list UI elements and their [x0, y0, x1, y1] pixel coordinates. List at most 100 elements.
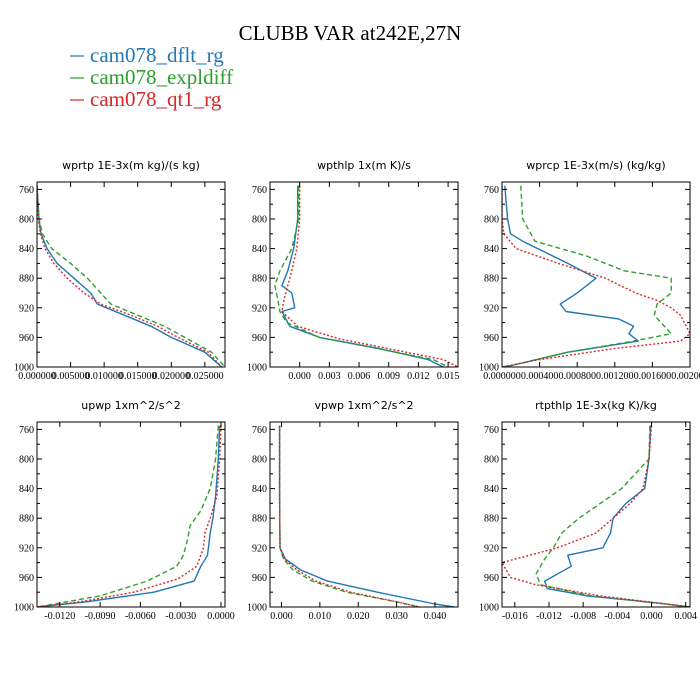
- x-tick-label: 0.004: [674, 611, 697, 622]
- y-tick-label: 880: [19, 514, 34, 525]
- y-tick-label: 960: [19, 333, 34, 344]
- y-tick-label: 960: [252, 573, 267, 584]
- series-line-cam078_expldiff: [37, 425, 219, 607]
- y-tick-label: 760: [484, 185, 499, 196]
- figure-title: CLUBB VAR at242E,27N: [239, 21, 462, 45]
- x-tick-label: -0.0030: [165, 611, 196, 622]
- y-tick-label: 960: [252, 333, 267, 344]
- x-tick-label: -0.004: [604, 611, 630, 622]
- x-tick-label: 0.015000: [119, 371, 157, 382]
- plot-frame: [501, 181, 691, 368]
- x-tick-label: -0.012: [536, 611, 562, 622]
- y-tick-label: 920: [252, 303, 267, 314]
- y-tick-label: 880: [19, 274, 34, 285]
- y-tick-label: 880: [484, 514, 499, 525]
- y-tick-label: 880: [484, 274, 499, 285]
- y-tick-label: 1000: [247, 363, 267, 374]
- series-group: [502, 185, 690, 367]
- y-tick-label: 960: [19, 573, 34, 584]
- series-line-cam078_expldiff: [278, 425, 420, 607]
- x-tick-label: 0.025000: [186, 371, 224, 382]
- chart-panel-6: rtpthlp 1E-3x(kg K)/kg 760 800 840 880 920 960…: [479, 399, 697, 622]
- x-tick-label: -0.0060: [125, 611, 156, 622]
- y-tick-label: 800: [252, 215, 267, 226]
- x-tick-label: 0.0000: [207, 611, 235, 622]
- x-tick-label: 0.000800: [558, 371, 596, 382]
- y-tick-label: 800: [252, 455, 267, 466]
- series-line-cam078_dflt_rg: [278, 425, 455, 607]
- y-tick-label: 960: [484, 333, 499, 344]
- y-tick-label: 920: [19, 303, 34, 314]
- x-tick-label: 0.002000: [671, 371, 700, 382]
- series-line-cam078_expldiff: [37, 185, 225, 367]
- x-tick-label: 0.005000: [52, 371, 90, 382]
- panel-title: vpwp 1xm^2/s^2: [314, 399, 413, 412]
- y-tick-label: 800: [484, 455, 499, 466]
- panel-title: wprtp 1E-3x(m kg)/(s kg): [62, 159, 200, 172]
- x-tick-label: -0.008: [570, 611, 596, 622]
- x-tick-label: 0.015: [437, 371, 460, 382]
- legend-entry: cam078_qt1_rg: [70, 87, 222, 111]
- x-tick-label: 0.012: [407, 371, 430, 382]
- y-tick-label: 960: [484, 573, 499, 584]
- panels: wprtp 1E-3x(m kg)/(s kg) 760 800 840 880 920 9…: [14, 159, 700, 622]
- y-tick-label: 760: [19, 425, 34, 436]
- x-tick-label: 0.010000: [85, 371, 123, 382]
- x-tick-label: -0.0090: [85, 611, 116, 622]
- legend-entry: cam078_dflt_rg: [70, 43, 224, 67]
- panel-title: wprcp 1E-3x(m/s) (kg/kg): [526, 159, 665, 172]
- plot-frame: [269, 421, 459, 608]
- y-tick-label: 920: [484, 543, 499, 554]
- x-tick-label: 0.000000: [483, 371, 521, 382]
- y-tick-label: 920: [19, 543, 34, 554]
- y-tick-label: 800: [19, 215, 34, 226]
- series-line-cam078_dflt_rg: [281, 185, 444, 367]
- y-tick-label: 1000: [479, 363, 499, 374]
- x-tick-label: 0.003: [318, 371, 341, 382]
- plot-frame: [36, 181, 226, 368]
- series-line-cam078_qt1_rg: [278, 425, 420, 607]
- series-line-cam078_qt1_rg: [37, 185, 223, 367]
- panel-title: upwp 1xm^2/s^2: [81, 399, 181, 412]
- x-tick-label: 0.001600: [634, 371, 672, 382]
- y-tick-label: 1000: [14, 603, 34, 614]
- chart-panel-3: wprcp 1E-3x(m/s) (kg/kg) 760 800 840 880 920 9…: [479, 159, 700, 382]
- y-tick-label: 760: [19, 185, 34, 196]
- x-tick-label: -0.0120: [44, 611, 75, 622]
- plot-frame: [36, 421, 226, 608]
- series-group: [278, 425, 455, 607]
- chart-panel-5: vpwp 1xm^2/s^2 760 800 840 880 920 960 10000.00…: [247, 399, 459, 622]
- panel-title: rtpthlp 1E-3x(kg K)/kg: [535, 399, 657, 412]
- legend-label: cam078_dflt_rg: [90, 43, 224, 67]
- series-group: [502, 425, 690, 607]
- series-line-cam078_qt1_rg: [502, 425, 690, 607]
- series-line-cam078_expldiff: [274, 185, 449, 367]
- x-tick-label: 0.009: [377, 371, 400, 382]
- x-tick-label: 0.000: [288, 371, 311, 382]
- x-tick-label: 0.000: [270, 611, 293, 622]
- y-tick-label: 760: [252, 185, 267, 196]
- chart-panel-1: wprtp 1E-3x(m kg)/(s kg) 760 800 840 880 920 9…: [14, 159, 226, 382]
- y-tick-label: 1000: [14, 363, 34, 374]
- y-tick-label: 760: [484, 425, 499, 436]
- x-tick-label: 0.000400: [521, 371, 559, 382]
- legend-label: cam078_qt1_rg: [90, 87, 222, 111]
- chart-panel-4: upwp 1xm^2/s^2 760 800 840 880 920 960 1000 -0.0…: [14, 399, 235, 622]
- series-line-cam078_dflt_rg: [544, 425, 690, 607]
- series-line-cam078_expldiff: [535, 425, 690, 607]
- y-tick-label: 840: [484, 484, 499, 495]
- y-tick-label: 840: [19, 484, 34, 495]
- x-tick-label: 0.020: [347, 611, 370, 622]
- x-tick-label: 0.020000: [153, 371, 191, 382]
- x-tick-label: 0.000000: [18, 371, 56, 382]
- panel-title: wpthlp 1x(m K)/s: [317, 159, 411, 172]
- legend: cam078_dflt_rgcam078_expldiffcam078_qt1_…: [70, 43, 233, 111]
- x-tick-label: 0.010: [309, 611, 332, 622]
- x-tick-label: 0.030: [385, 611, 408, 622]
- y-tick-label: 800: [484, 215, 499, 226]
- y-tick-label: 840: [252, 484, 267, 495]
- x-tick-label: 0.006: [348, 371, 371, 382]
- legend-label: cam078_expldiff: [90, 65, 233, 89]
- series-group: [274, 185, 458, 367]
